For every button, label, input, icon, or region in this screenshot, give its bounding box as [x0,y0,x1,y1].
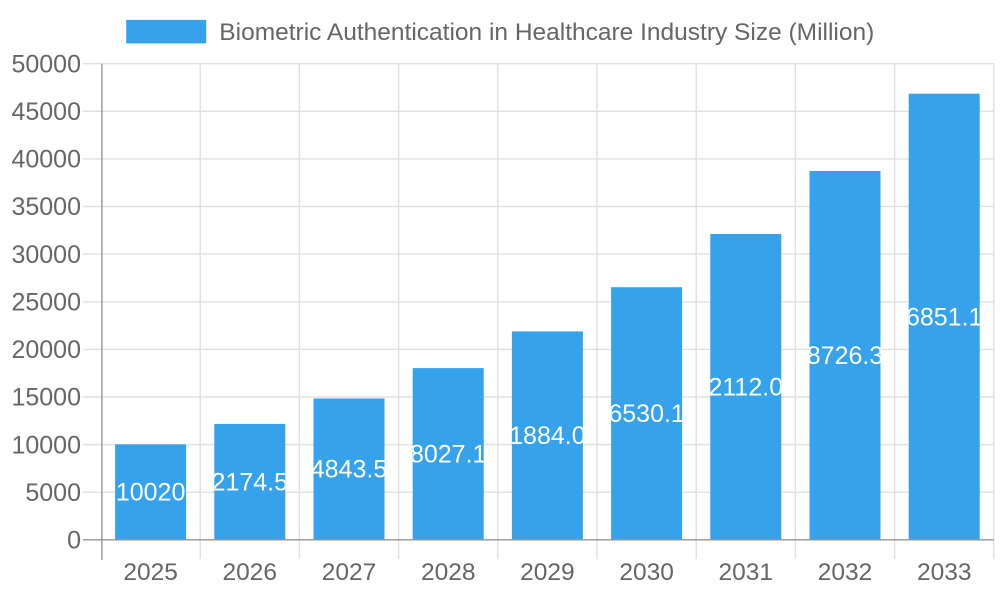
svg-text:38726.34: 38726.34 [793,342,897,370]
svg-text:12174.55: 12174.55 [198,468,302,496]
svg-text:30000: 30000 [11,241,81,269]
svg-text:26530.16: 26530.16 [594,400,698,428]
svg-text:32112.07: 32112.07 [695,374,797,402]
svg-text:35000: 35000 [11,193,81,221]
svg-text:5000: 5000 [25,479,81,507]
svg-text:10000: 10000 [11,431,81,459]
svg-text:0: 0 [67,527,81,555]
svg-text:2025: 2025 [123,559,178,586]
svg-text:45000: 45000 [11,98,81,126]
svg-text:2031: 2031 [719,559,774,586]
svg-text:21884.05: 21884.05 [495,422,599,450]
svg-text:18027.17: 18027.17 [396,441,500,469]
svg-text:50000: 50000 [11,50,81,78]
svg-text:Biometric Authentication in He: Biometric Authentication in Healthcare I… [219,19,874,46]
svg-text:2027: 2027 [322,559,377,586]
svg-text:15000: 15000 [11,384,81,412]
svg-text:2028: 2028 [421,559,476,586]
svg-text:2029: 2029 [520,559,575,586]
svg-text:14843.55: 14843.55 [297,456,401,484]
svg-text:46851.12: 46851.12 [892,303,996,331]
svg-text:2030: 2030 [619,559,674,586]
svg-text:20000: 20000 [11,336,81,364]
svg-text:2032: 2032 [818,559,873,586]
svg-text:40000: 40000 [11,146,81,174]
svg-text:2026: 2026 [223,559,278,586]
svg-text:2033: 2033 [917,559,972,586]
svg-text:25000: 25000 [11,288,81,316]
svg-text:10020: 10020 [116,479,186,507]
